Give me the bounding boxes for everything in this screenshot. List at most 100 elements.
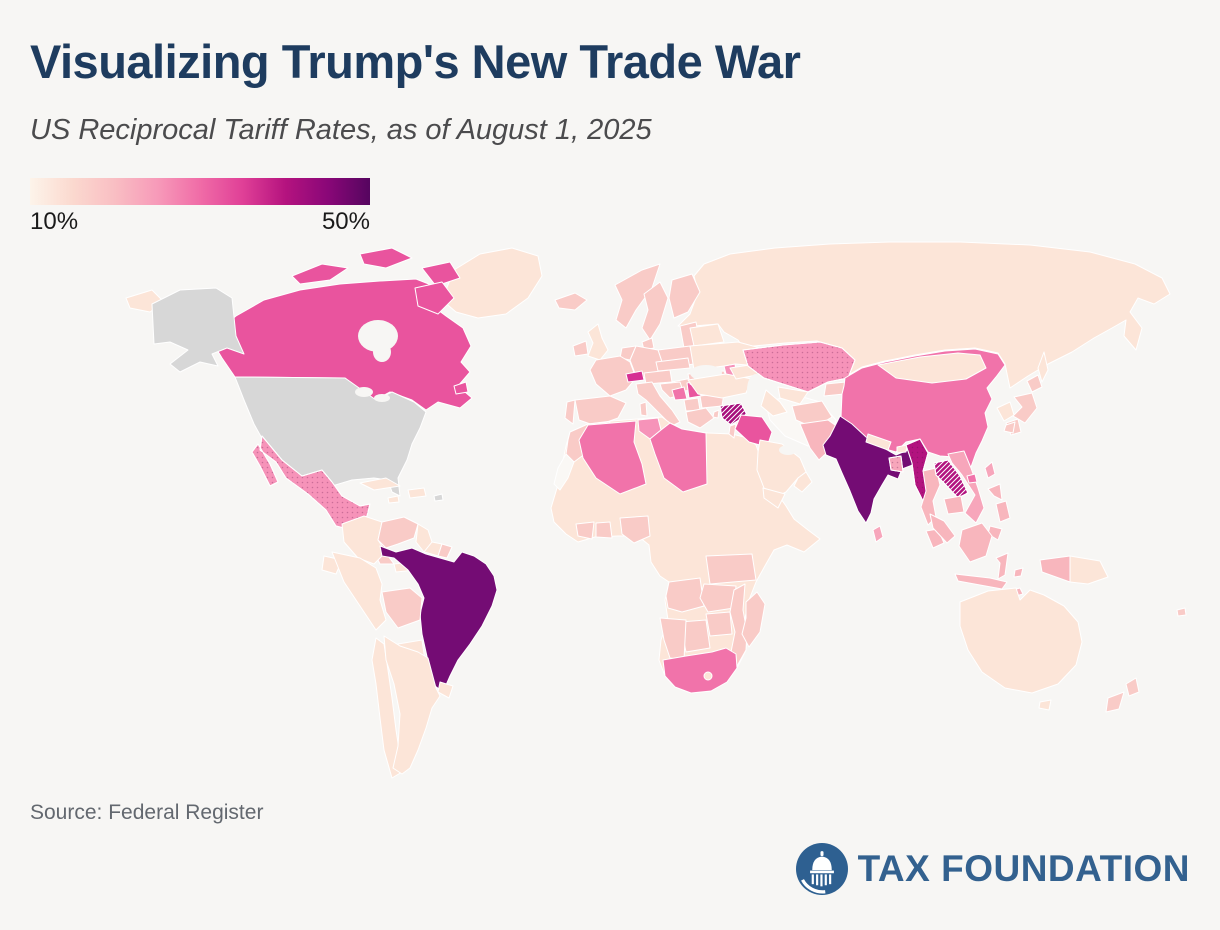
country-tanzania [705,553,757,585]
great-lake-west [355,387,373,397]
country-puerto-rico [433,493,444,502]
country-jamaica [387,495,400,504]
country-united-kingdom [587,323,609,361]
country-lebanon [712,409,720,419]
country-hainan [966,473,978,484]
country-newfoundland [453,381,469,395]
country-south-africa [662,647,738,694]
country-peru [331,551,387,631]
country-zimbabwe [705,611,733,637]
caspian-sea [747,374,765,406]
country-iceland [554,292,588,311]
country-spain [574,395,627,427]
country-italy [635,381,681,427]
country-cuba [359,477,401,491]
country-hispaniola [407,487,427,499]
country-bosnia [671,386,688,401]
country-new-zealand [1105,677,1140,713]
country-finland [668,273,701,319]
persian-gulf [779,445,797,455]
country-alaska [151,287,245,373]
country-israel [728,423,737,439]
country-brazil [379,545,498,693]
country-uruguay [437,681,454,699]
country-turkmenistan [760,389,788,417]
country-mozambique [729,583,748,667]
country-argentina [383,635,441,775]
country-czechia-slovakia [655,357,691,372]
country-cambodia [943,495,965,515]
country-indonesia-papua [1039,555,1071,583]
legend-min-label: 10% [30,208,79,235]
brand-logo: TAX FOUNDATION [795,843,1190,895]
source-note: Source: Federal Register [30,801,264,824]
country-sri-lanka [872,525,884,543]
country-ireland [572,340,589,357]
country-switzerland [625,370,645,383]
brand-name: TAX FOUNDATION [857,848,1190,889]
country-indonesia-sulawesi [995,552,1009,580]
country-baffin-island [414,281,455,315]
country-tasmania [1038,699,1052,711]
capitol-icon [795,843,848,895]
country-norway [614,263,661,329]
legend-max-label: 50% [321,208,370,235]
country-zambia [699,583,737,613]
bangladesh-texture [888,455,904,473]
country-borneo [958,522,993,563]
laos-texture [933,459,969,499]
country-france [589,355,637,397]
country-united-states [234,376,427,497]
subtitle: US Reciprocal Tariff Rates, as of August… [30,114,652,146]
country-greece [685,407,715,429]
country-canada-arctic-islands [291,247,461,287]
country-french-guiana [437,543,453,559]
country-suriname [423,541,443,557]
country-belarus [689,323,725,347]
color-legend: 10% 50% [30,178,370,236]
country-greenland [441,247,543,319]
country-nepal [865,433,892,451]
page-title: Visualizing Trump's New Trade War [30,35,801,88]
country-nigeria [619,515,651,544]
country-yemen [762,487,786,509]
country-libya [649,422,708,493]
country-angola [665,577,705,613]
country-bhutan [896,444,908,454]
country-uzbekistan [777,386,809,405]
country-australia [959,587,1083,694]
great-lake-east [374,394,390,402]
country-albania-macedonia [683,397,701,412]
country-vietnam [947,450,985,524]
country-turkey [687,373,753,399]
country-mongolia [877,352,987,384]
country-bolivia [381,587,423,629]
james-bay [373,342,391,362]
country-fiji [1176,607,1187,617]
legend-gradient-bar [30,178,370,205]
mexico-texture [251,435,371,531]
country-indonesia-sumatra [929,513,956,544]
country-cote-divoire [575,521,595,540]
country-benelux [619,345,637,361]
country-lesotho [703,671,713,681]
country-sardinia [639,401,648,417]
country-japan [1003,374,1043,434]
country-indonesia-java [954,573,1008,590]
country-taiwan [984,461,996,479]
kazakhstan-texture [742,341,856,393]
country-ghana [595,521,613,539]
world-map [125,241,1187,779]
country-western-sahara [553,453,575,491]
country-oman [793,471,813,493]
country-sweden [641,281,669,341]
country-north-korea [996,401,1015,422]
country-sakhalin [1037,351,1049,383]
hudson-bay [358,320,398,352]
country-portugal [564,399,576,425]
country-philippines [987,483,1011,541]
legend-labels: 10% 50% [30,208,370,236]
country-austria [643,369,673,385]
country-algeria [578,420,647,495]
country-madagascar [741,591,766,648]
